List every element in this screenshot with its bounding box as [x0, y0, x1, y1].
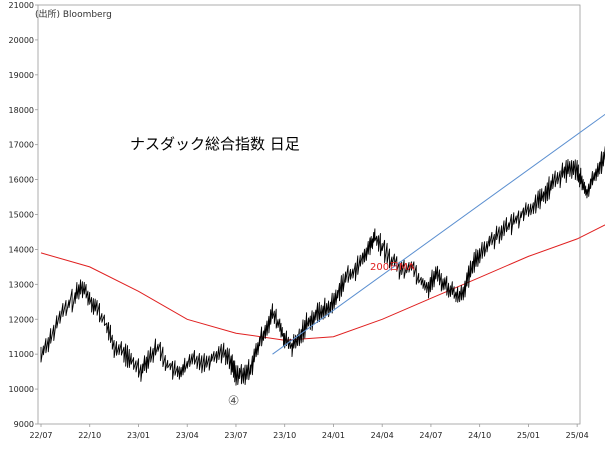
wave-4-label: ④: [228, 394, 240, 409]
x-tick-label: 25/01: [517, 431, 540, 440]
x-tick-label: 23/01: [127, 431, 150, 440]
y-tick-label: 9000: [14, 420, 34, 429]
x-tick-label: 23/07: [224, 431, 247, 440]
x-tick-label: 23/10: [273, 431, 296, 440]
y-tick-label: 16000: [9, 176, 34, 185]
y-tick-label: 18000: [9, 106, 34, 115]
y-tick-label: 17000: [9, 141, 34, 150]
y-tick-label: 13000: [9, 280, 34, 289]
source-note: (出所) Bloomberg: [35, 8, 112, 20]
ma200-line: [40, 224, 605, 341]
y-tick-label: 10000: [9, 385, 34, 394]
y-tick-label: 12000: [9, 315, 34, 324]
x-tick-label: 22/07: [29, 431, 52, 440]
series-layer: [40, 146, 605, 386]
x-tick-label: 25/04: [566, 431, 589, 440]
x-axis: 22/07 22/10 23/01 23/04 23/07 23/10 24/01 24/04…: [29, 424, 589, 440]
y-axis: 9000 10000 11000 12000 13000 14000 15000 16000 1…: [9, 1, 38, 429]
x-tick-label: 24/01: [322, 431, 345, 440]
x-tick-label: 23/04: [176, 431, 199, 440]
x-tick-label: 24/04: [371, 431, 394, 440]
chart-title: ナスダック総合指数 日足: [130, 135, 300, 153]
ma-series-label: 200日MA: [370, 262, 415, 273]
plot-frame: [37, 4, 581, 425]
trendline: [272, 113, 605, 355]
y-tick-label: 14000: [9, 245, 34, 254]
y-tick-label: 19000: [9, 71, 34, 80]
x-tick-label: 24/10: [468, 431, 491, 440]
price-line: [40, 146, 605, 386]
y-tick-label: 21000: [9, 1, 34, 10]
y-tick-label: 15000: [9, 211, 34, 220]
x-tick-label: 24/07: [419, 431, 442, 440]
x-tick-label: 22/10: [78, 431, 101, 440]
y-tick-label: 11000: [9, 350, 34, 359]
y-tick-label: 20000: [9, 36, 34, 45]
trendline-layer: [272, 113, 605, 355]
